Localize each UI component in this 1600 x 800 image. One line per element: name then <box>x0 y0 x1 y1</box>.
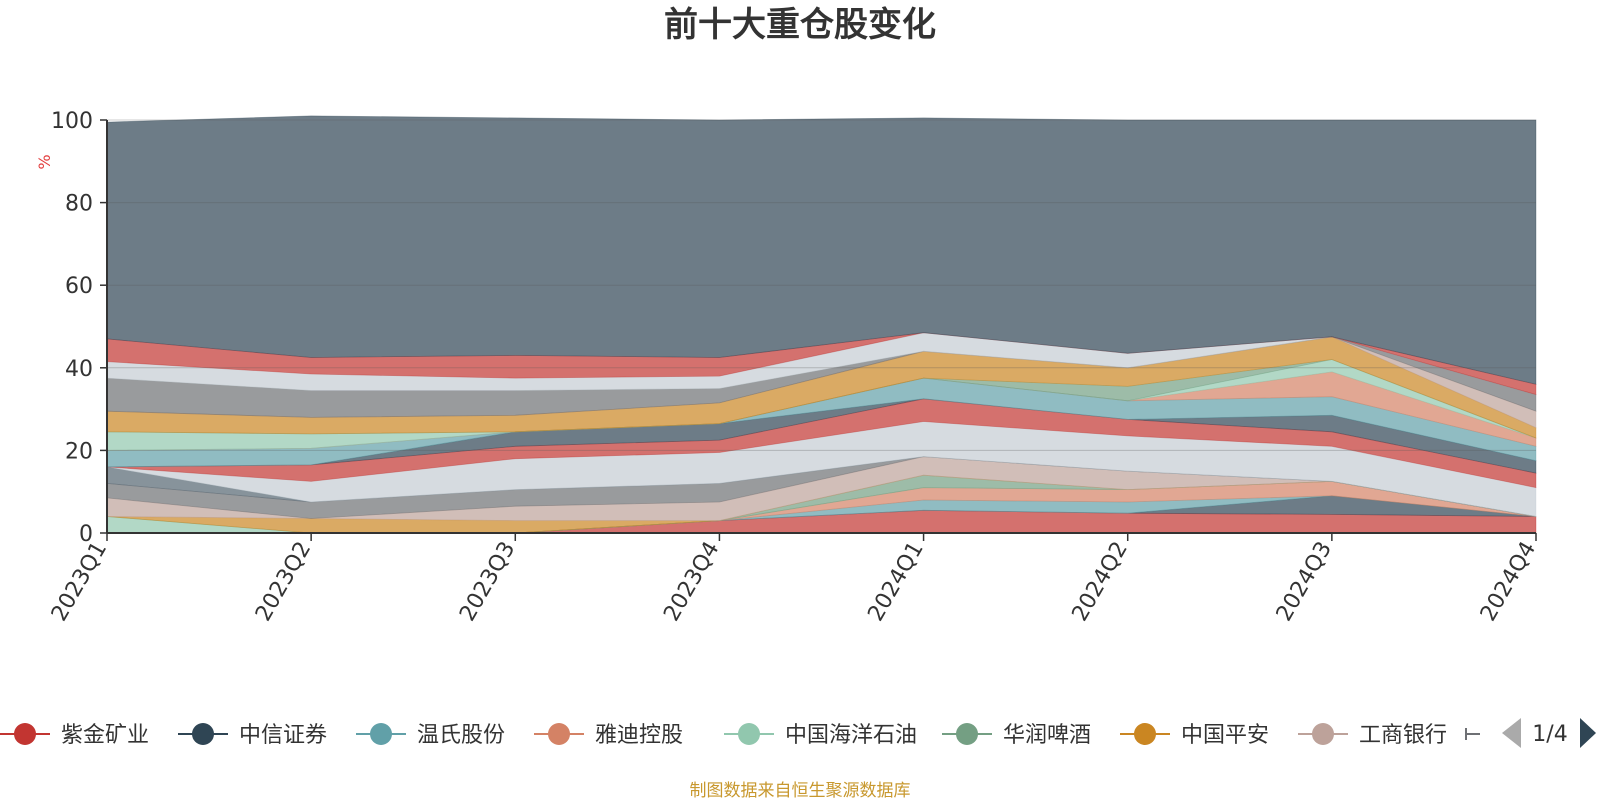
legend-next-arrow-icon[interactable] <box>1580 718 1596 748</box>
legend-item[interactable]: 中国平安 <box>1120 723 1269 748</box>
x-tick-label: 2023Q4 <box>659 538 724 626</box>
legend-item[interactable]: 中信证券 <box>178 723 327 748</box>
area-band-16 <box>106 359 1537 451</box>
legend-marker-icon <box>548 723 570 745</box>
y-tick-label: 100 <box>51 109 93 134</box>
legend-label: 华润啤酒 <box>1003 723 1091 748</box>
legend-marker-icon <box>1312 723 1334 745</box>
legend-pager: 1/4 <box>1502 718 1596 748</box>
legend-marker-icon <box>14 723 36 745</box>
legend-item[interactable]: 中国海洋石油 <box>724 723 917 748</box>
area-band-14 <box>106 377 1537 468</box>
x-tick-label: 2024Q3 <box>1272 538 1337 626</box>
data-source-footer: 制图数据来自恒生聚源数据库 <box>690 781 911 800</box>
area-band-23 <box>106 115 1537 385</box>
legend-label: 雅迪控股 <box>595 723 683 748</box>
y-tick-label: 0 <box>79 522 93 547</box>
legend-marker-icon <box>192 723 214 745</box>
legend-item[interactable]: 温氏股份 <box>356 723 505 748</box>
legend-marker-icon <box>956 723 978 745</box>
legend-label: 中国平安 <box>1181 723 1269 748</box>
area-band-15 <box>106 371 1537 451</box>
area-band-13 <box>106 398 1537 474</box>
legend-label: 中国海洋石油 <box>785 723 917 748</box>
legend-item[interactable]: 华润啤酒 <box>942 723 1091 748</box>
x-tick-label: 2024Q1 <box>863 538 928 626</box>
legend-marker-icon <box>370 723 392 745</box>
x-tick-label: 2023Q1 <box>47 538 112 626</box>
legend-label: 温氏股份 <box>417 723 505 748</box>
legend-marker-icon <box>1134 723 1156 745</box>
area-bands <box>106 115 1537 534</box>
legend-prev-arrow-icon[interactable] <box>1502 718 1521 748</box>
x-tick-label: 2024Q2 <box>1068 538 1133 626</box>
area-band-19 <box>106 336 1537 429</box>
x-tick-label: 2023Q3 <box>455 538 520 626</box>
legend-marker-icon <box>738 723 760 745</box>
legend-page-indicator: 1/4 <box>1532 722 1567 747</box>
x-tick-label: 2024Q4 <box>1476 538 1541 626</box>
area-band-12 <box>106 398 1537 489</box>
legend: 紫金矿业 中信证券 温氏股份 雅迪控股 中国海洋石油 华润啤酒 中国平安 工商银行 <box>0 723 1480 748</box>
legend-label: 紫金矿业 <box>61 723 149 748</box>
legend-label: 中信证券 <box>239 723 327 748</box>
legend-item[interactable]: 雅迪控股 <box>534 723 683 748</box>
x-tick-label: 2023Q2 <box>251 538 316 626</box>
legend-label: 工商银行 <box>1359 723 1447 748</box>
legend-item[interactable]: 工商银行 <box>1298 723 1447 748</box>
y-tick-label: 60 <box>65 274 93 299</box>
y-tick-label: 40 <box>65 357 93 382</box>
chart-title: 前十大重仓股变化 <box>664 5 936 45</box>
legend-item[interactable]: 紫金矿业 <box>0 723 149 748</box>
y-axis-unit-label: % <box>35 154 54 169</box>
y-tick-label: 80 <box>65 192 93 217</box>
y-tick-label: 20 <box>65 439 93 464</box>
